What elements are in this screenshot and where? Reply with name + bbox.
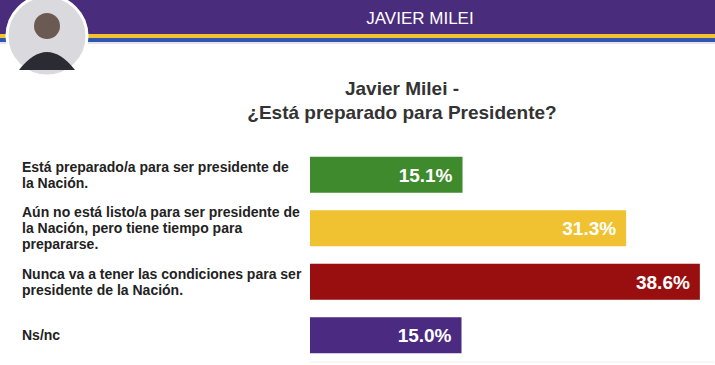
data-label: 38.6% xyxy=(636,272,690,293)
chart-subtitle: ¿Está preparado para Presidente? xyxy=(247,102,556,123)
portrait-head xyxy=(34,13,60,39)
chart-title: Javier Milei - xyxy=(345,78,459,99)
x-axis-line xyxy=(310,362,714,363)
header-stripe-blue xyxy=(0,38,715,42)
header-band xyxy=(0,0,715,34)
data-label: 31.3% xyxy=(562,218,616,239)
data-label: 15.1% xyxy=(399,165,453,186)
portrait xyxy=(7,0,87,76)
bars xyxy=(310,157,700,354)
chart-svg: JAVIER MILEI Javier Milei - ¿Está preparad… xyxy=(0,0,715,365)
portrait-frame xyxy=(7,0,87,76)
category-label: Está preparado/a para ser presidente de … xyxy=(22,148,302,202)
data-labels: 15.1% 31.3% 38.6% 15.0% xyxy=(398,165,690,347)
bar xyxy=(310,210,626,246)
header-stripe-light xyxy=(0,42,715,44)
header-text: JAVIER MILEI xyxy=(366,9,473,28)
portrait-body xyxy=(19,52,75,70)
category-label: Aún no está listo/a para ser presidente … xyxy=(22,202,302,256)
bar xyxy=(310,157,463,193)
bar xyxy=(310,317,462,353)
category-label: Ns/nc xyxy=(22,309,302,363)
bar xyxy=(310,264,700,300)
header-stripe-yellow xyxy=(0,34,715,38)
data-label: 15.0% xyxy=(398,325,452,346)
chart-stage: JAVIER MILEI Javier Milei - ¿Está preparad… xyxy=(0,0,715,365)
category-label: Nunca va a tener las condiciones para se… xyxy=(22,255,302,309)
